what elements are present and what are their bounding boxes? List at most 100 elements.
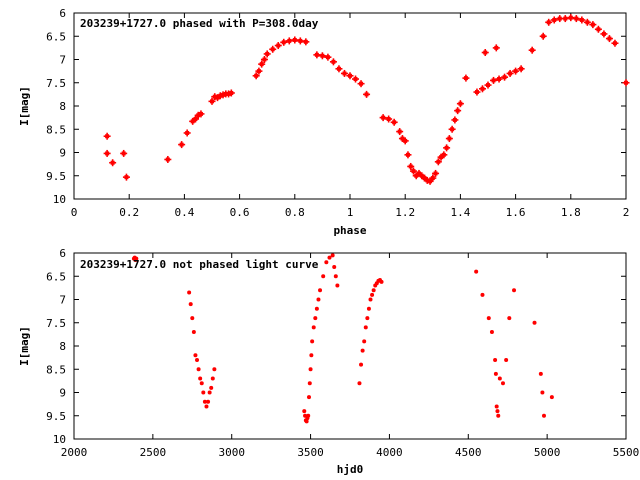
unphased-data-point xyxy=(493,371,498,376)
phased-data-point xyxy=(280,38,288,46)
unphased-data-point xyxy=(504,357,509,362)
phased-data-point xyxy=(451,116,459,124)
unphased-data-point xyxy=(306,395,311,400)
unphased-x-tick-label: 5000 xyxy=(534,446,561,459)
phased-data-point xyxy=(429,174,437,182)
unphased-y-tick-label: 9 xyxy=(59,387,66,400)
phased-data-point xyxy=(164,155,172,163)
unphased-data-point xyxy=(495,409,500,414)
phased-data-point xyxy=(352,75,360,83)
phased-x-tick-label: 1.2 xyxy=(395,206,415,219)
unphased-data-point xyxy=(494,404,499,409)
unphased-data-point xyxy=(332,264,337,269)
unphased-data-point xyxy=(480,292,485,297)
unphased-data-point xyxy=(134,256,139,261)
phased-y-tick-label: 10 xyxy=(53,193,66,206)
unphased-data-point xyxy=(308,367,313,372)
unphased-data-point xyxy=(195,357,200,362)
unphased-data-point xyxy=(314,306,319,311)
phased-plot-frame xyxy=(73,12,627,200)
unphased-data-points xyxy=(131,253,554,424)
phased-data-point xyxy=(478,85,486,93)
phased-chart-title: 203239+1727.0 phased with P=308.0day xyxy=(80,17,319,30)
phased-data-point xyxy=(122,173,130,181)
phased-data-point xyxy=(318,52,326,60)
unphased-data-point xyxy=(496,413,501,418)
phased-x-axis-label: phase xyxy=(333,224,366,237)
unphased-data-point xyxy=(474,269,479,274)
phased-data-point xyxy=(357,80,365,88)
phased-y-tick-label: 7.5 xyxy=(46,77,66,90)
unphased-y-tick-label: 8 xyxy=(59,340,66,353)
phased-data-point xyxy=(329,58,337,66)
phased-x-tick-label: 1.6 xyxy=(506,206,526,219)
phased-data-point xyxy=(103,132,111,140)
unphased-data-point xyxy=(333,274,338,279)
unphased-data-point xyxy=(493,357,498,362)
unphased-data-point xyxy=(191,330,196,335)
unphased-x-tick-label: 2500 xyxy=(140,446,167,459)
phased-data-point xyxy=(340,69,348,77)
unphased-data-point xyxy=(321,274,326,279)
phased-data-point xyxy=(335,65,343,73)
unphased-data-point xyxy=(206,399,211,404)
unphased-data-point xyxy=(207,390,212,395)
unphased-data-point xyxy=(489,330,494,335)
unphased-data-point xyxy=(188,302,193,307)
phased-data-point xyxy=(605,35,613,43)
unphased-data-point xyxy=(379,279,384,284)
phased-data-point xyxy=(561,15,569,23)
phased-data-point xyxy=(600,30,608,38)
unphased-data-point xyxy=(324,260,329,265)
phased-data-point xyxy=(448,125,456,133)
unphased-x-tick-label: 4000 xyxy=(376,446,403,459)
unphased-x-axis-label: hjd0 xyxy=(337,463,364,476)
unphased-data-point xyxy=(187,290,192,295)
phased-x-tick-label: 1 xyxy=(347,206,354,219)
phased-data-point xyxy=(313,51,321,59)
phased-data-point xyxy=(456,100,464,108)
phased-data-point xyxy=(443,144,451,152)
phased-data-point xyxy=(440,151,448,159)
unphased-data-point xyxy=(360,348,365,353)
phased-x-tick-label: 0 xyxy=(71,206,78,219)
phased-data-point xyxy=(109,159,117,167)
unphased-data-point xyxy=(507,316,512,321)
unphased-data-point xyxy=(359,362,364,367)
phased-data-point xyxy=(407,162,415,170)
phased-x-tick-label: 0.4 xyxy=(174,206,194,219)
unphased-data-point xyxy=(532,320,537,325)
unphased-chart-title: 203239+1727.0 not phased light curve xyxy=(80,258,319,271)
phased-data-point xyxy=(197,110,205,118)
phased-data-point xyxy=(178,141,186,149)
phased-y-tick-label: 7 xyxy=(59,54,66,67)
unphased-data-point xyxy=(330,253,335,258)
phased-data-point xyxy=(363,90,371,98)
phased-data-point xyxy=(512,67,520,75)
phased-data-point xyxy=(255,67,263,75)
phased-x-tick-label: 2 xyxy=(623,206,630,219)
unphased-data-point xyxy=(306,413,311,418)
phased-data-point xyxy=(120,149,128,157)
phased-data-point xyxy=(495,75,503,83)
phased-data-point xyxy=(263,50,271,58)
phased-x-tick-label: 1.8 xyxy=(561,206,581,219)
unphased-data-point xyxy=(202,399,207,404)
phased-data-point xyxy=(346,72,354,80)
phased-data-point xyxy=(385,115,393,123)
phased-data-point xyxy=(545,18,553,26)
unphased-data-point xyxy=(538,371,543,376)
unphased-data-point xyxy=(327,255,332,260)
unphased-data-point xyxy=(311,325,316,330)
phased-data-point xyxy=(401,137,409,145)
unphased-data-point xyxy=(368,297,373,302)
unphased-y-tick-label: 7 xyxy=(59,294,66,307)
phased-data-point xyxy=(274,42,282,50)
phased-y-axis-label: I[mag] xyxy=(18,86,31,126)
phased-y-tick-label: 9 xyxy=(59,147,66,160)
unphased-data-point xyxy=(302,409,307,414)
unphased-data-point xyxy=(307,381,312,386)
unphased-data-point xyxy=(201,390,206,395)
phased-data-point xyxy=(578,16,586,24)
